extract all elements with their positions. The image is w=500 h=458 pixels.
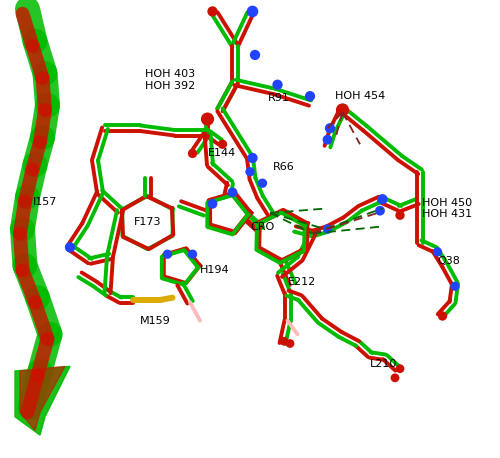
Text: E144: E144	[208, 148, 236, 158]
Text: CRO: CRO	[250, 222, 274, 232]
Point	[396, 365, 404, 372]
Point	[338, 106, 346, 114]
Point	[306, 93, 314, 100]
Point	[251, 51, 259, 59]
Point	[438, 312, 446, 320]
Point	[248, 154, 256, 162]
Point	[280, 338, 288, 345]
Point	[378, 196, 386, 203]
Point	[258, 180, 266, 187]
Point	[286, 340, 294, 347]
Point	[376, 207, 384, 214]
Point	[218, 141, 226, 148]
Point	[396, 212, 404, 219]
Text: HOH 403
HOH 392: HOH 403 HOH 392	[145, 69, 195, 91]
Text: Q38: Q38	[438, 256, 460, 266]
Text: I157: I157	[33, 196, 57, 207]
Point	[188, 251, 196, 258]
Point	[208, 200, 216, 207]
Text: H194: H194	[200, 265, 230, 275]
Point	[246, 168, 254, 175]
Point	[248, 8, 256, 15]
Point	[204, 115, 212, 123]
Point	[324, 136, 332, 143]
Point	[391, 374, 399, 382]
Text: R66: R66	[272, 162, 294, 172]
Text: HOH 454: HOH 454	[335, 91, 385, 101]
Polygon shape	[20, 366, 65, 431]
Text: HOH 450
HOH 431: HOH 450 HOH 431	[422, 197, 472, 219]
Text: M159: M159	[140, 316, 170, 326]
Point	[274, 81, 281, 88]
Point	[326, 125, 334, 132]
Point	[451, 283, 459, 290]
Text: E212: E212	[288, 277, 316, 287]
Text: R91: R91	[268, 93, 289, 104]
Point	[434, 248, 442, 256]
Point	[228, 189, 236, 196]
Text: L210: L210	[370, 359, 398, 369]
Point	[164, 251, 172, 258]
Point	[324, 225, 332, 233]
Point	[66, 244, 74, 251]
Text: F173: F173	[134, 217, 161, 227]
Polygon shape	[15, 366, 70, 435]
Point	[208, 8, 216, 15]
Point	[188, 150, 196, 157]
